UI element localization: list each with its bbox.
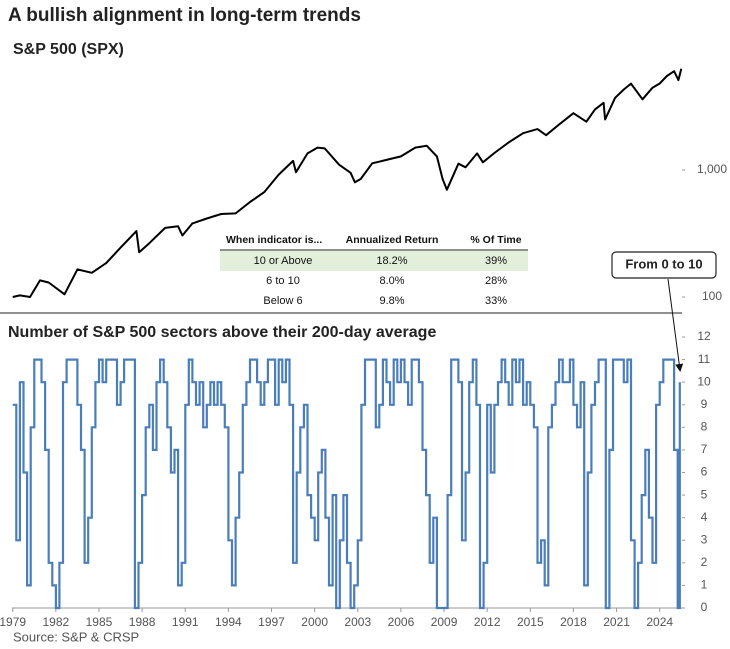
table-header: % Of Time xyxy=(470,234,521,246)
y-tick-label: 100 xyxy=(702,289,722,303)
x-tick-label: 1979 xyxy=(0,615,26,629)
panel-title: S&P 500 (SPX) xyxy=(13,41,124,58)
annotation: From 0 to 10 xyxy=(625,256,702,271)
table-cell: 6 to 10 xyxy=(266,275,300,287)
price-line xyxy=(12,68,683,298)
step-line xyxy=(12,358,681,610)
x-tick-label: 2015 xyxy=(517,615,544,629)
x-tick-label: 2021 xyxy=(603,615,630,629)
plot-root: A bullish alignment in long-term trends … xyxy=(0,5,727,644)
y-tick-label: 5 xyxy=(701,487,708,501)
table-header: When indicator is... xyxy=(226,234,322,246)
x-tick-label: 1985 xyxy=(86,615,113,629)
y-tick-label: 3 xyxy=(701,532,708,546)
x-tick-label: 2012 xyxy=(474,615,501,629)
table-cell: 39% xyxy=(485,255,507,267)
x-tick-label: 1991 xyxy=(172,615,199,629)
x-tick-label: 1982 xyxy=(43,615,70,629)
source: Source: S&P & CRSP xyxy=(13,629,139,644)
y-tick-label: 7 xyxy=(701,442,708,456)
table-cell: Below 6 xyxy=(263,295,302,307)
x-tick-label: 2018 xyxy=(560,615,587,629)
y-tick-label: 8 xyxy=(701,420,708,434)
y-tick-label: 6 xyxy=(701,465,708,479)
table-cell: 8.0% xyxy=(379,275,404,287)
highlight-row xyxy=(220,251,528,271)
x-tick-label: 2003 xyxy=(344,615,371,629)
table-header: Annualized Return xyxy=(346,234,439,246)
table-cell: 28% xyxy=(485,275,507,287)
panel-title: Number of S&P 500 sectors above their 20… xyxy=(8,324,436,341)
y-tick-label: 10 xyxy=(697,374,711,388)
x-tick-label: 1988 xyxy=(129,615,156,629)
x-tick-label: 2006 xyxy=(388,615,415,629)
table-cell: 10 or Above xyxy=(254,255,313,267)
x-tick-label: 1994 xyxy=(215,615,242,629)
chart-title: A bullish alignment in long-term trends xyxy=(8,5,361,26)
y-tick-label: 0 xyxy=(701,600,708,614)
table-cell: 33% xyxy=(485,295,507,307)
y-tick-label: 4 xyxy=(701,510,708,524)
table-cell: 9.8% xyxy=(379,295,404,307)
y-tick-label: 2 xyxy=(701,555,708,569)
y-tick-label: 1,000 xyxy=(697,162,727,176)
table-cell: 18.2% xyxy=(376,255,407,267)
stats-table: When indicator is... Annualized Return % O… xyxy=(220,234,528,307)
y-tick-label: 11 xyxy=(698,352,711,366)
x-tick-label: 2024 xyxy=(646,615,673,629)
y-tick-label: 12 xyxy=(697,329,711,343)
x-tick-label: 2000 xyxy=(301,615,328,629)
x-tick-label: 1997 xyxy=(258,615,285,629)
y-tick-label: 9 xyxy=(701,397,708,411)
annotation-arrow xyxy=(667,278,684,372)
annotation-box xyxy=(611,251,717,279)
y-tick-label: 1 xyxy=(701,578,708,592)
x-tick-label: 2009 xyxy=(431,615,458,629)
